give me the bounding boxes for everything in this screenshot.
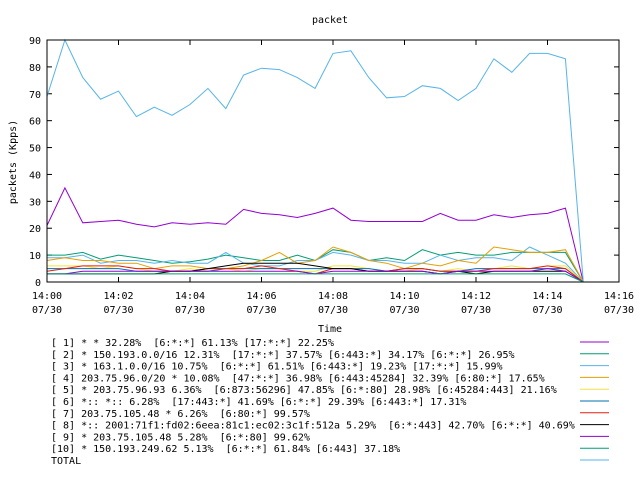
y-tick-label: 0 [35, 278, 41, 289]
y-tick-label: 20 [29, 224, 41, 235]
series-line [46, 186, 584, 283]
y-axis-label: packets (Kpps) [8, 120, 19, 204]
series-line [46, 246, 584, 283]
y-tick-label: 90 [29, 36, 41, 47]
x-tick-label: 14:02 [103, 291, 133, 302]
x-tick-date-label: 07/30 [461, 305, 491, 316]
series-line [46, 38, 584, 283]
legend-entry-label: [ 4] 203.75.96.0/20 * 10.08% [47:*:*] 36… [51, 373, 545, 384]
y-tick-label: 40 [29, 170, 41, 181]
x-tick-label: 14:00 [32, 291, 62, 302]
legend-entry-label: TOTAL [51, 456, 81, 467]
legend-entry-label: [ 2] * 150.193.0.0/16 12.31% [17:*:*] 37… [51, 350, 515, 361]
y-tick-label: 80 [29, 63, 41, 74]
legend: [ 1] * * 32.28% [6:*:*] 61.13% [17:*:*] … [51, 338, 609, 467]
legend-entry-label: [ 3] * 163.1.0.0/16 10.75% [6:*:*] 61.51… [51, 362, 503, 373]
legend-entry-label: [ 5] * 203.75.96.93 6.36% [6:873:56296] … [51, 385, 557, 396]
x-tick-date-label: 07/30 [604, 305, 634, 316]
y-tick-label: 50 [29, 144, 41, 155]
x-tick-label: 14:04 [175, 291, 205, 302]
x-tick-label: 14:10 [389, 291, 419, 302]
x-tick-date-label: 07/30 [532, 305, 562, 316]
x-tick-label: 14:06 [246, 291, 276, 302]
series-lines [46, 38, 584, 283]
y-tick-label: 60 [29, 117, 41, 128]
legend-entry-label: [ 6] *:: *:: 6.28% [17:443:*] 41.69% [6:… [51, 397, 466, 408]
chart-title: packet [312, 15, 348, 26]
x-tick-label: 14:14 [532, 291, 562, 302]
y-tick-label: 10 [29, 251, 41, 262]
legend-entry-label: [ 7] 203.75.105.48 * 6.26% [6:80:*] 99.5… [51, 409, 310, 420]
legend-entry-label: [ 9] * 203.75.105.48 5.28% [6:*:80] 99.6… [51, 432, 310, 443]
series-line [47, 246, 584, 283]
y-tick-label: 70 [29, 90, 41, 101]
x-tick-date-label: 07/30 [318, 305, 348, 316]
legend-entry-label: [10] * 150.193.249.62 5.13% [6:*:*] 61.8… [51, 444, 400, 455]
series-line [47, 268, 584, 283]
x-tick-date-label: 07/30 [246, 305, 276, 316]
x-tick-label: 14:16 [604, 291, 634, 302]
x-tick-date-label: 07/30 [103, 305, 133, 316]
plot-border [46, 39, 620, 283]
x-tick-date-label: 07/30 [175, 305, 205, 316]
series-line [47, 268, 584, 283]
x-tick-date-label: 07/30 [32, 305, 62, 316]
y-tick-label: 30 [29, 197, 41, 208]
x-tick-date-label: 07/30 [389, 305, 419, 316]
series-line [47, 273, 584, 283]
x-axis-label: Time [318, 324, 342, 335]
x-tick-label: 14:08 [318, 291, 348, 302]
series-line [47, 262, 584, 283]
legend-entry-label: [ 1] * * 32.28% [6:*:*] 61.13% [17:*:*] … [51, 338, 334, 349]
legend-entry-label: [ 8] *:: 2001:71f1:fd02:6eea:81c1:ec02:3… [51, 421, 575, 432]
x-tick-label: 14:12 [461, 291, 491, 302]
